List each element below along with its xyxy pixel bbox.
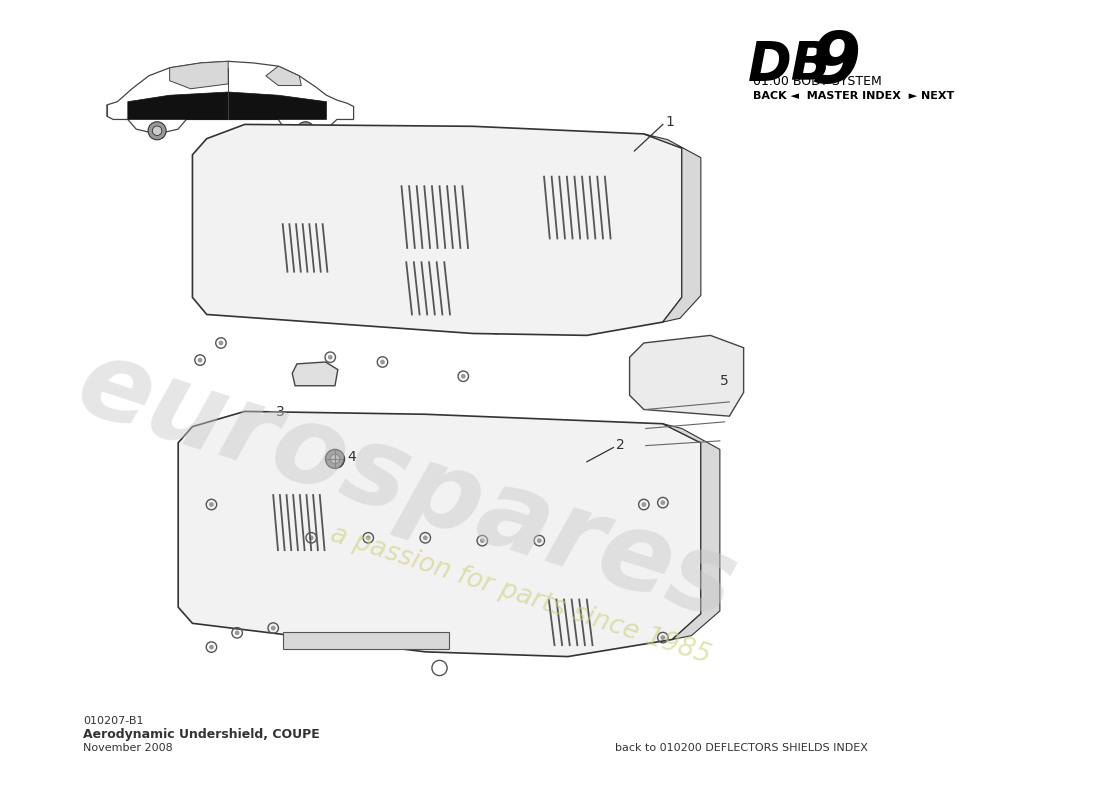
Text: 3: 3 — [276, 406, 285, 419]
Polygon shape — [663, 424, 719, 639]
Circle shape — [330, 454, 340, 464]
Circle shape — [234, 630, 240, 635]
Circle shape — [537, 538, 541, 543]
Circle shape — [641, 502, 646, 507]
Text: back to 010200 DEFLECTORS SHIELDS INDEX: back to 010200 DEFLECTORS SHIELDS INDEX — [615, 743, 868, 753]
Text: 01.00 BODY SYSTEM: 01.00 BODY SYSTEM — [754, 75, 882, 88]
Polygon shape — [178, 411, 701, 657]
Text: eurospares: eurospares — [64, 330, 749, 642]
Circle shape — [326, 450, 344, 469]
Text: 4: 4 — [348, 450, 356, 464]
Circle shape — [666, 174, 670, 179]
Polygon shape — [266, 66, 301, 86]
Circle shape — [148, 122, 166, 140]
Circle shape — [660, 500, 666, 505]
Circle shape — [152, 126, 162, 135]
Circle shape — [300, 126, 310, 135]
Circle shape — [660, 635, 666, 640]
Text: 9: 9 — [811, 30, 860, 98]
Circle shape — [461, 374, 465, 378]
Circle shape — [656, 298, 660, 302]
Circle shape — [422, 535, 428, 540]
Text: November 2008: November 2008 — [84, 743, 173, 753]
Circle shape — [297, 122, 315, 140]
Text: BACK ◄  MASTER INDEX  ► NEXT: BACK ◄ MASTER INDEX ► NEXT — [754, 91, 955, 101]
Circle shape — [688, 341, 692, 346]
Circle shape — [580, 307, 584, 312]
Text: Aerodynamic Undershield, COUPE: Aerodynamic Undershield, COUPE — [84, 728, 320, 741]
Circle shape — [461, 260, 465, 265]
Text: 2: 2 — [616, 438, 625, 452]
Polygon shape — [192, 125, 682, 335]
Circle shape — [209, 502, 213, 507]
Circle shape — [494, 326, 499, 331]
Polygon shape — [629, 335, 744, 416]
Circle shape — [198, 200, 202, 205]
Text: DB: DB — [748, 39, 833, 91]
Polygon shape — [644, 134, 701, 322]
Polygon shape — [169, 62, 228, 89]
Circle shape — [381, 360, 385, 364]
Circle shape — [480, 538, 485, 543]
Circle shape — [328, 355, 332, 360]
Text: 010207-B1: 010207-B1 — [84, 716, 144, 726]
Circle shape — [328, 250, 332, 255]
Text: 5: 5 — [719, 374, 728, 388]
Polygon shape — [293, 362, 338, 386]
Circle shape — [198, 358, 202, 362]
Circle shape — [209, 645, 213, 650]
Polygon shape — [128, 92, 327, 119]
Circle shape — [366, 535, 371, 540]
Circle shape — [309, 535, 313, 540]
Text: 1: 1 — [666, 114, 674, 129]
Bar — [283, 632, 449, 649]
Circle shape — [266, 288, 271, 293]
Text: a passion for parts since 1985: a passion for parts since 1985 — [327, 521, 714, 669]
Circle shape — [271, 626, 276, 630]
Circle shape — [219, 341, 223, 346]
